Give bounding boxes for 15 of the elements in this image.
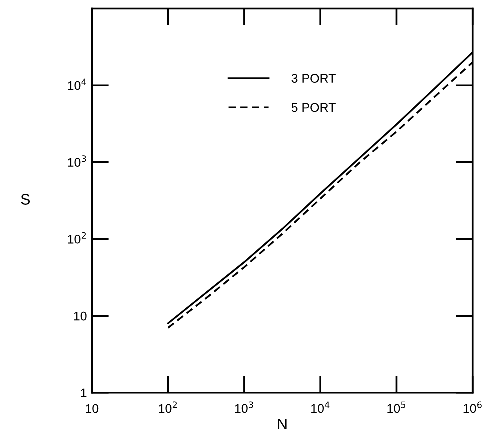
x-tick-label: 10$^{5}$ bbox=[388, 402, 406, 414]
x-tick-label: 10$^{3}$ bbox=[235, 402, 254, 414]
y-tick-label: 1 bbox=[81, 388, 87, 398]
y-tick-label: 10$^{3}$ bbox=[68, 156, 86, 167]
x-tick-label: 10 bbox=[86, 404, 99, 414]
x-axis-title: N bbox=[278, 419, 287, 430]
y-tick-label: 10$^{4}$ bbox=[68, 78, 86, 90]
x-tick-label: 10$^{6}$ bbox=[464, 402, 482, 414]
y-tick-label: 10$^{2}$ bbox=[68, 232, 86, 244]
y-tick-label: 10 bbox=[74, 312, 87, 321]
x-tick-label: 10$^{2}$ bbox=[159, 402, 178, 414]
legend-label: 3 PORT bbox=[292, 74, 336, 83]
x-tick-label: 10$^{4}$ bbox=[312, 402, 330, 414]
y-axis-title: S bbox=[21, 194, 30, 205]
legend-label: 5 PORT bbox=[292, 103, 336, 112]
